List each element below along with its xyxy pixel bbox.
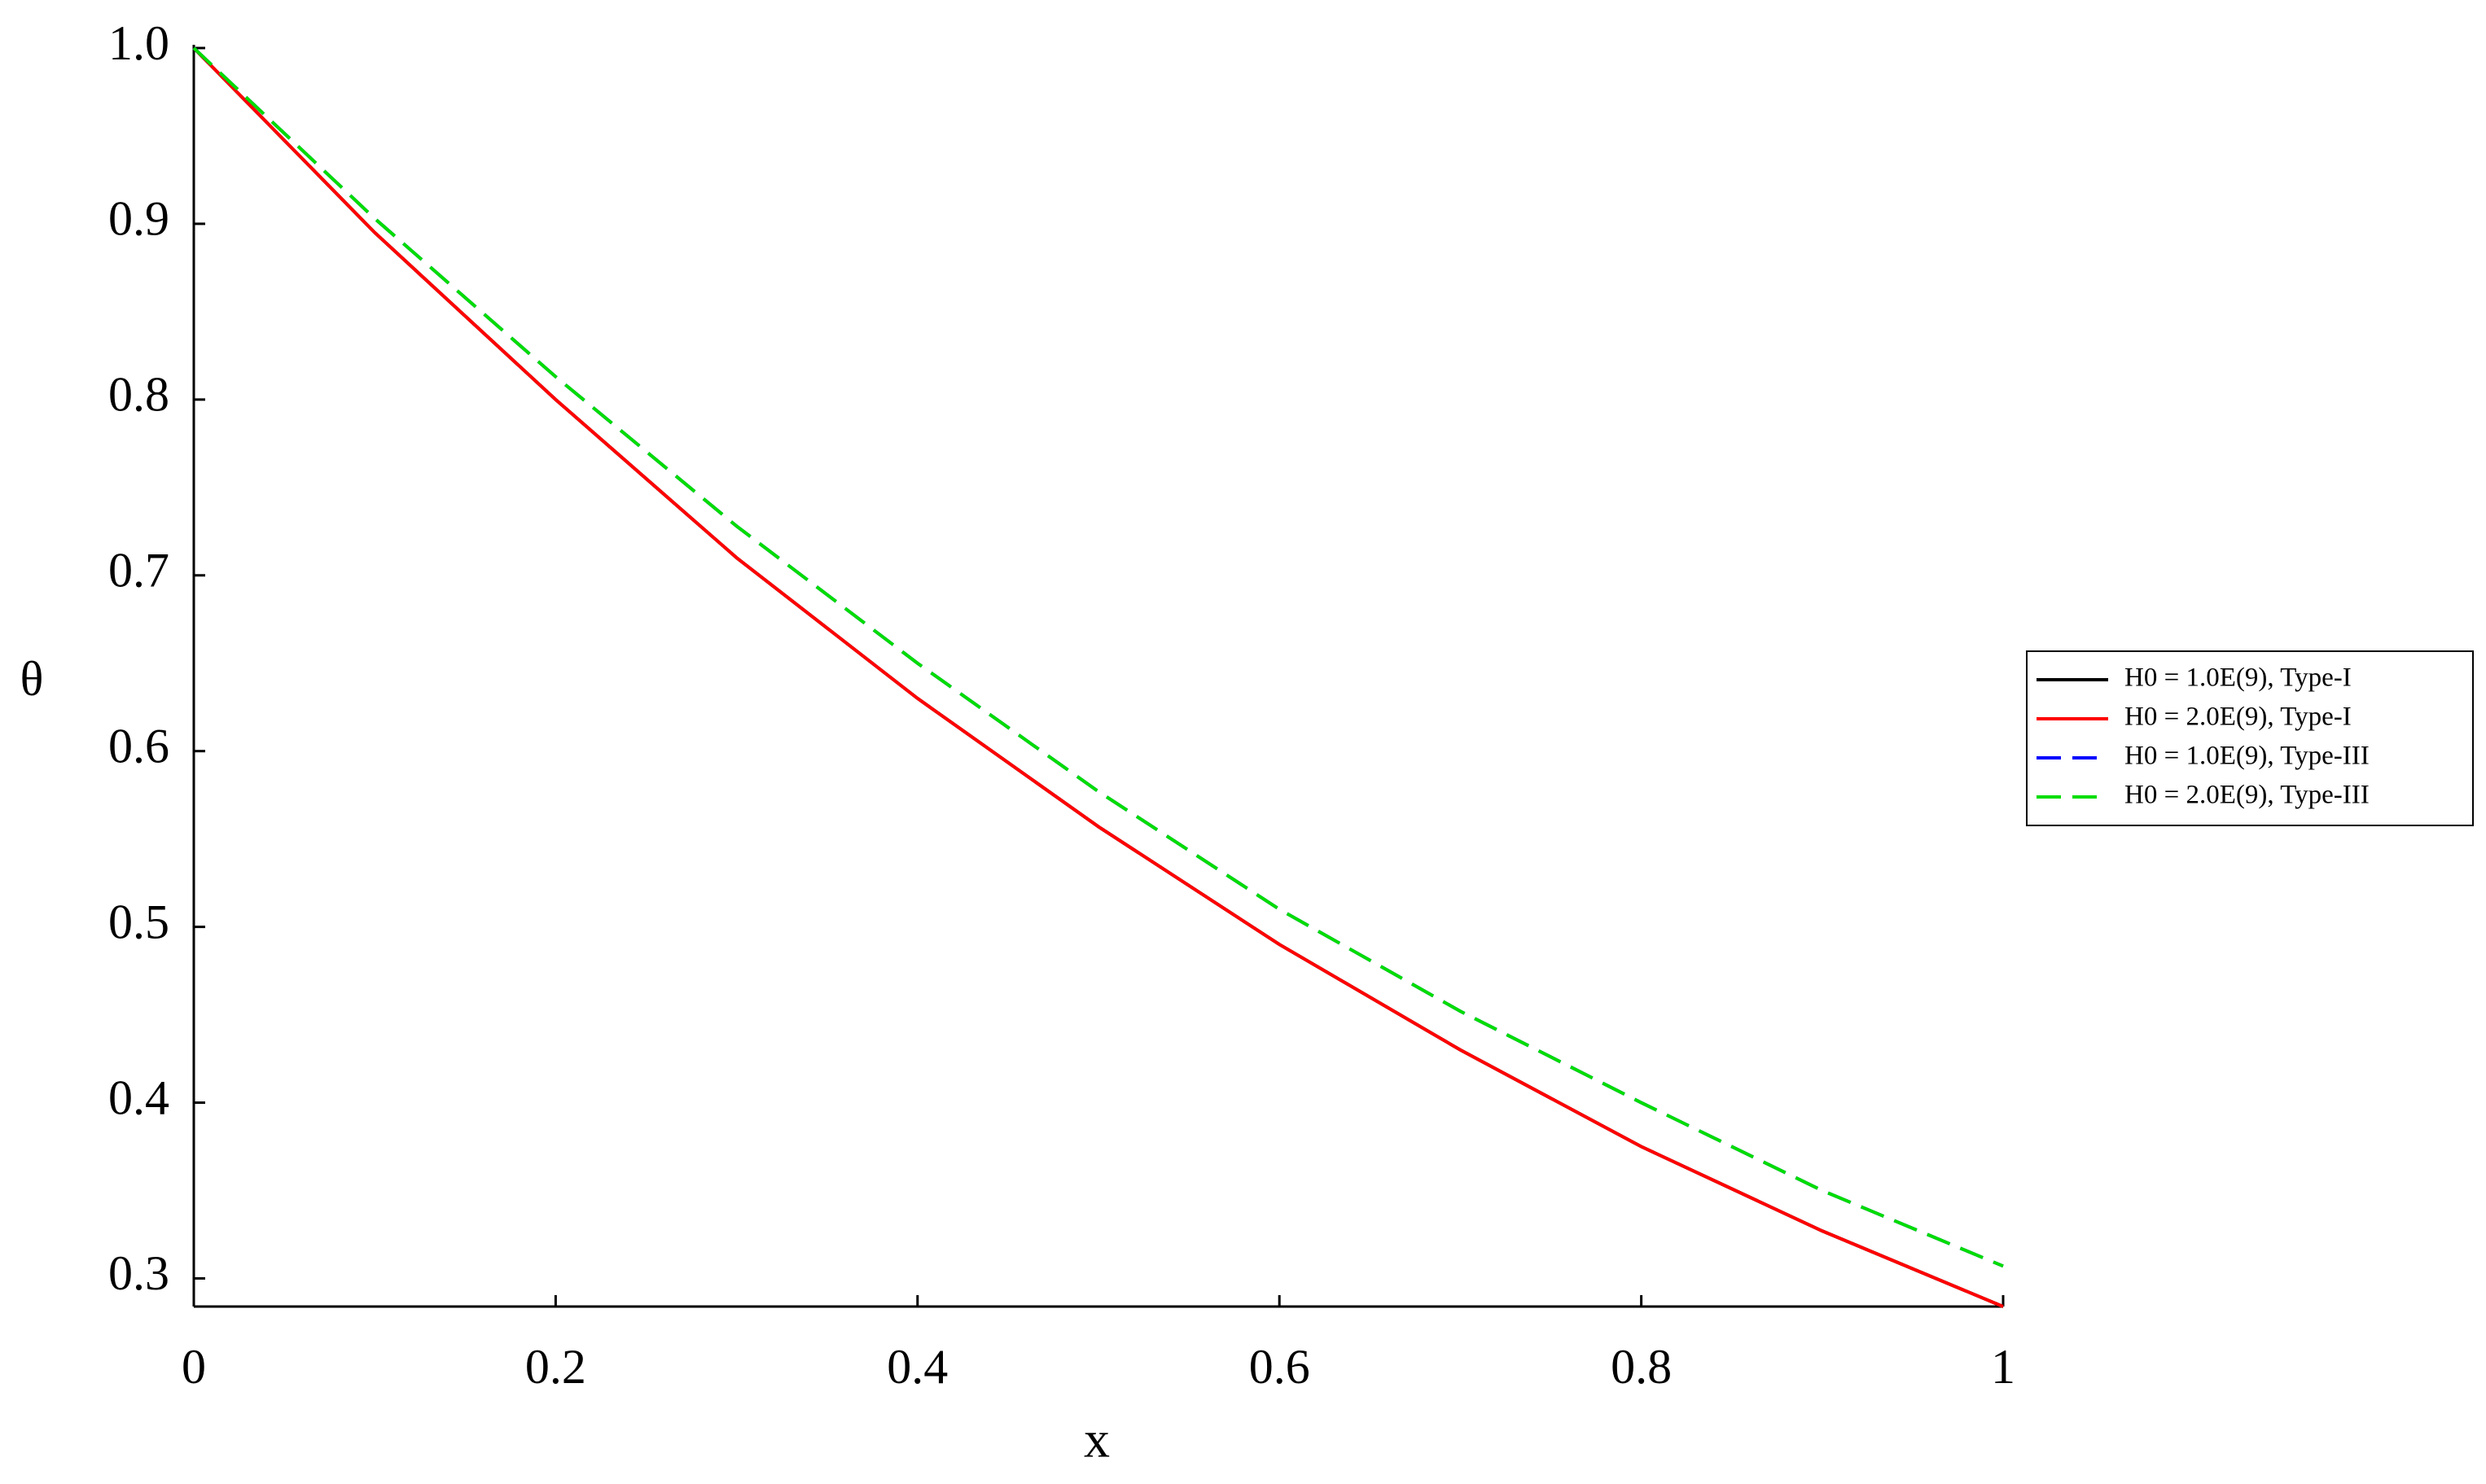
y-tick-label: 0.7: [108, 544, 169, 598]
series-line: [192, 46, 2004, 1308]
x-tick-label: 0.8: [1611, 1340, 1672, 1394]
y-tick-label: 0.3: [108, 1246, 169, 1300]
y-tick-label: 1.0: [108, 16, 169, 70]
y-tick-label: 0.8: [108, 368, 169, 422]
series-line: [192, 46, 2004, 1268]
x-axis-label: x: [1084, 1411, 1110, 1469]
legend-label: H0 = 2.0E(9), Type-III: [2124, 781, 2370, 810]
y-tick-label: 0.4: [108, 1070, 169, 1124]
x-tick-label: 0.4: [887, 1340, 948, 1394]
series-line: [192, 46, 2004, 1268]
x-tick-label: 1: [1991, 1340, 2015, 1394]
series-line: [192, 46, 2004, 1308]
legend-label: H0 = 1.0E(9), Type-III: [2124, 742, 2370, 771]
x-tick-label: 0: [182, 1340, 206, 1394]
y-tick-label: 0.9: [108, 192, 169, 246]
y-tick-label: 0.5: [108, 895, 169, 948]
legend-label: H0 = 1.0E(9), Type-I: [2124, 663, 2352, 693]
x-tick-label: 0.6: [1249, 1340, 1310, 1394]
legend-label: H0 = 2.0E(9), Type-I: [2124, 703, 2352, 732]
y-tick-label: 0.6: [108, 719, 169, 773]
y-axis-label: θ: [20, 652, 44, 706]
x-tick-label: 0.2: [525, 1340, 586, 1394]
